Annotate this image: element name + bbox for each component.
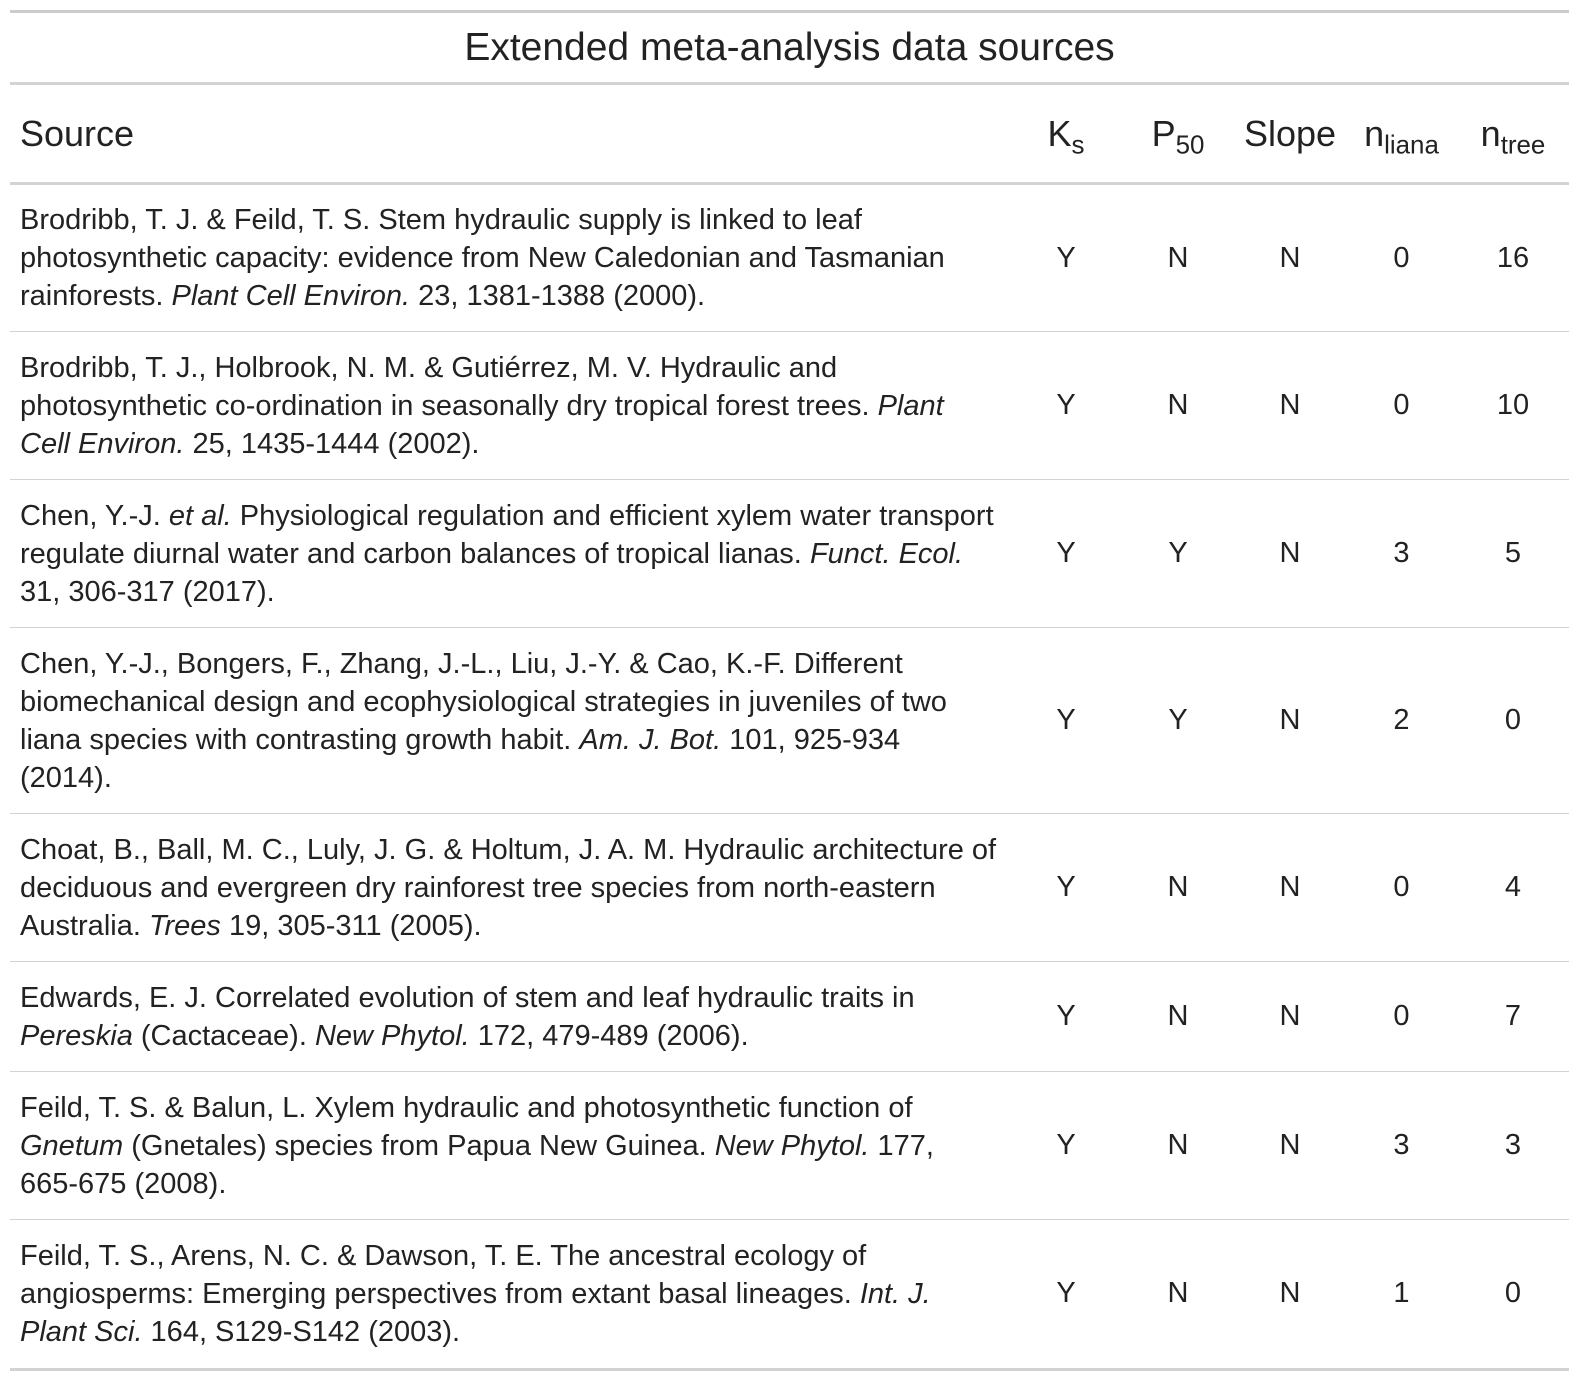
cell-nliana: 0 bbox=[1346, 813, 1457, 962]
citation-text: Chen, Y.-J., Bongers, F., Zhang, J.-L., … bbox=[20, 647, 947, 756]
cell-slope: N bbox=[1234, 1071, 1346, 1220]
cell-slope: N bbox=[1234, 961, 1346, 1072]
source-citation: Chen, Y.-J., Bongers, F., Zhang, J.-L., … bbox=[10, 627, 1010, 814]
table-row: Edwards, E. J. Correlated evolution of s… bbox=[10, 961, 1569, 1072]
italic-term: et al. bbox=[168, 499, 232, 532]
table-title: Extended meta-analysis data sources bbox=[464, 25, 1115, 69]
cell-ks: Y bbox=[1010, 961, 1122, 1072]
citation-text: Physiological regulation and efficient x… bbox=[20, 499, 994, 570]
citation-text: 25, 1435-1444 (2002). bbox=[184, 427, 480, 460]
cell-nliana: 0 bbox=[1346, 183, 1457, 332]
cell-slope: N bbox=[1234, 813, 1346, 962]
cell-ntree: 10 bbox=[1457, 331, 1569, 480]
source-citation: Chen, Y.-J. et al. Physiological regulat… bbox=[10, 479, 1010, 628]
italic-term: Gnetum bbox=[20, 1129, 124, 1162]
cell-ntree: 0 bbox=[1457, 1219, 1569, 1368]
citation-text: Brodribb, T. J., Holbrook, N. M. & Gutié… bbox=[20, 351, 878, 422]
header-ks: Ks bbox=[1010, 85, 1122, 185]
source-citation: Edwards, E. J. Correlated evolution of s… bbox=[10, 961, 1010, 1072]
cell-ks: Y bbox=[1010, 331, 1122, 480]
sources-grid: Source Ks P50 Slope nliana ntree Brodrib… bbox=[10, 85, 1569, 1368]
cell-ntree: 16 bbox=[1457, 183, 1569, 332]
journal-name: Plant Cell Environ. bbox=[171, 280, 411, 312]
data-sources-table: Extended meta-analysis data sources Sour… bbox=[10, 10, 1569, 1371]
citation-text: Edwards, E. J. Correlated evolution of s… bbox=[20, 981, 915, 1014]
journal-name: New Phytol. bbox=[314, 1019, 470, 1052]
journal-name: Funct. Ecol. bbox=[809, 537, 964, 570]
table-row: Feild, T. S., Arens, N. C. & Dawson, T. … bbox=[10, 1219, 1569, 1368]
header-nliana: nliana bbox=[1346, 85, 1457, 185]
cell-p50: N bbox=[1122, 813, 1234, 962]
journal-name: Trees bbox=[148, 909, 221, 942]
header-ntree: ntree bbox=[1457, 85, 1569, 185]
citation-text: Feild, T. S. & Balun, L. Xylem hydraulic… bbox=[20, 1091, 913, 1124]
cell-ks: Y bbox=[1010, 183, 1122, 332]
cell-slope: N bbox=[1234, 1219, 1346, 1368]
top-rule bbox=[10, 10, 1569, 13]
journal-name: New Phytol. bbox=[714, 1129, 870, 1162]
cell-slope: N bbox=[1234, 627, 1346, 814]
bottom-rule bbox=[10, 1367, 1569, 1371]
cell-slope: N bbox=[1234, 479, 1346, 628]
title-rule bbox=[10, 82, 1569, 85]
cell-ntree: 5 bbox=[1457, 479, 1569, 628]
citation-text: (Gnetales) species from Papua New Guinea… bbox=[123, 1129, 715, 1162]
cell-ks: Y bbox=[1010, 479, 1122, 628]
citation-text: 31, 306-317 (2017). bbox=[20, 575, 275, 608]
source-citation: Brodribb, T. J., Holbrook, N. M. & Gutié… bbox=[10, 331, 1010, 480]
cell-ks: Y bbox=[1010, 1071, 1122, 1220]
cell-nliana: 3 bbox=[1346, 1071, 1457, 1220]
header-p50: P50 bbox=[1122, 85, 1234, 185]
citation-text: Choat, B., Ball, M. C., Luly, J. G. & Ho… bbox=[20, 833, 997, 942]
cell-p50: Y bbox=[1122, 479, 1234, 628]
citation-text: Chen, Y.-J. bbox=[20, 499, 169, 532]
cell-ntree: 3 bbox=[1457, 1071, 1569, 1220]
table-row: Feild, T. S. & Balun, L. Xylem hydraulic… bbox=[10, 1071, 1569, 1220]
citation-text: Brodribb, T. J. & Feild, T. S. Stem hydr… bbox=[20, 204, 945, 312]
table-row: Brodribb, T. J., Holbrook, N. M. & Gutié… bbox=[10, 331, 1569, 480]
header-slope: Slope bbox=[1234, 85, 1346, 185]
source-citation: Feild, T. S., Arens, N. C. & Dawson, T. … bbox=[10, 1219, 1010, 1368]
cell-ks: Y bbox=[1010, 813, 1122, 962]
cell-p50: N bbox=[1122, 183, 1234, 332]
table-row: Choat, B., Ball, M. C., Luly, J. G. & Ho… bbox=[10, 813, 1569, 962]
cell-ntree: 4 bbox=[1457, 813, 1569, 962]
cell-ks: Y bbox=[1010, 1219, 1122, 1368]
cell-p50: Y bbox=[1122, 627, 1234, 814]
journal-name: Int. J. Plant Sci. bbox=[20, 1277, 931, 1348]
source-citation: Feild, T. S. & Balun, L. Xylem hydraulic… bbox=[10, 1071, 1010, 1220]
table-row: Chen, Y.-J., Bongers, F., Zhang, J.-L., … bbox=[10, 627, 1569, 814]
header-source: Source bbox=[10, 85, 1010, 185]
cell-p50: N bbox=[1122, 1219, 1234, 1368]
table-row: Chen, Y.-J. et al. Physiological regulat… bbox=[10, 479, 1569, 628]
source-citation: Choat, B., Ball, M. C., Luly, J. G. & Ho… bbox=[10, 813, 1010, 962]
cell-ks: Y bbox=[1010, 627, 1122, 814]
cell-p50: N bbox=[1122, 1071, 1234, 1220]
citation-text: Feild, T. S., Arens, N. C. & Dawson, T. … bbox=[20, 1239, 867, 1310]
table-row: Brodribb, T. J. & Feild, T. S. Stem hydr… bbox=[10, 183, 1569, 332]
cell-ntree: 0 bbox=[1457, 627, 1569, 814]
cell-slope: N bbox=[1234, 331, 1346, 480]
citation-text: 164, S129-S142 (2003). bbox=[142, 1315, 461, 1348]
cell-slope: N bbox=[1234, 183, 1346, 332]
citation-text: 19, 305-311 (2005). bbox=[220, 909, 482, 942]
citation-text: 172, 479-489 (2006). bbox=[469, 1019, 749, 1052]
cell-nliana: 3 bbox=[1346, 479, 1457, 628]
cell-p50: N bbox=[1122, 961, 1234, 1072]
italic-term: Pereskia bbox=[20, 1019, 133, 1052]
citation-text: (Cactaceae). bbox=[132, 1019, 315, 1052]
citation-text: 23, 1381-1388 (2000). bbox=[410, 280, 706, 312]
citation-text: 177, 665-675 (2008). bbox=[20, 1129, 934, 1200]
cell-nliana: 0 bbox=[1346, 961, 1457, 1072]
header-row: Source Ks P50 Slope nliana ntree bbox=[10, 85, 1569, 185]
cell-nliana: 0 bbox=[1346, 331, 1457, 480]
citation-text: 101, 925-934 (2014). bbox=[20, 723, 901, 794]
source-citation: Brodribb, T. J. & Feild, T. S. Stem hydr… bbox=[10, 183, 1010, 332]
cell-nliana: 1 bbox=[1346, 1219, 1457, 1368]
journal-name: Am. J. Bot. bbox=[579, 723, 722, 756]
journal-name: Plant Cell Environ. bbox=[20, 389, 944, 460]
cell-p50: N bbox=[1122, 331, 1234, 480]
cell-nliana: 2 bbox=[1346, 627, 1457, 814]
cell-ntree: 7 bbox=[1457, 961, 1569, 1072]
